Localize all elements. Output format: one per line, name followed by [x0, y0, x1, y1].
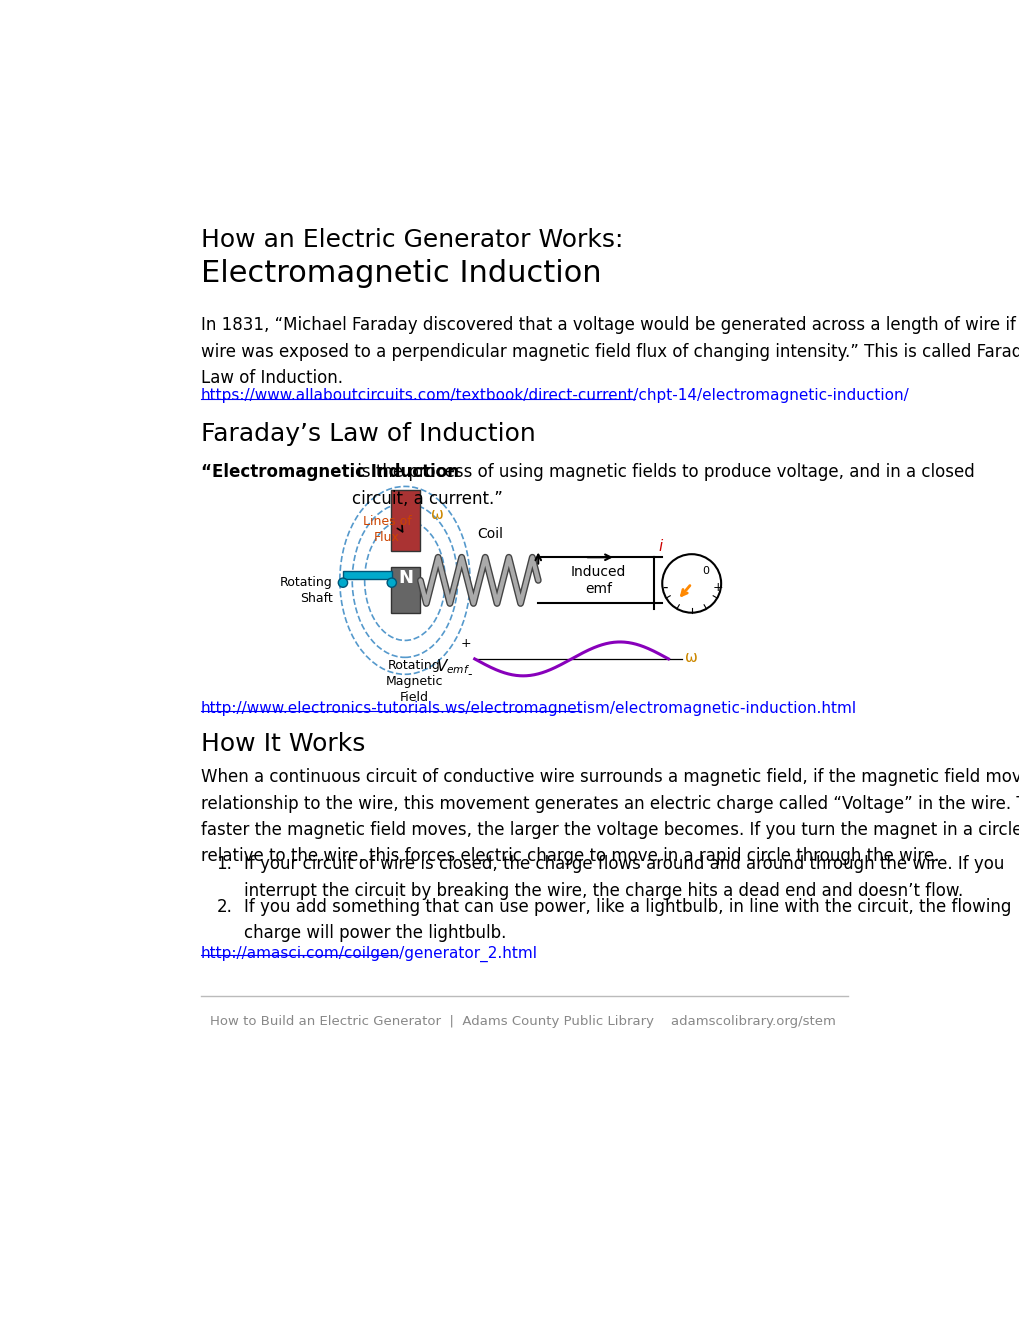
- Text: Rotating
Magnetic
Field: Rotating Magnetic Field: [385, 659, 442, 704]
- Text: “Electromagnetic Induction: “Electromagnetic Induction: [201, 463, 459, 482]
- Text: $V_{emf}$: $V_{emf}$: [435, 657, 470, 676]
- Text: Faraday’s Law of Induction: Faraday’s Law of Induction: [201, 422, 535, 446]
- Text: How to Build an Electric Generator  |  Adams County Public Library    adamscolib: How to Build an Electric Generator | Ada…: [210, 1015, 835, 1028]
- Text: ω: ω: [685, 649, 698, 665]
- Text: If you add something that can use power, like a lightbulb, in line with the circ: If you add something that can use power,…: [244, 898, 1010, 942]
- Text: http://amasci.com/coilgen/generator_2.html: http://amasci.com/coilgen/generator_2.ht…: [201, 945, 538, 961]
- Text: 0: 0: [701, 566, 708, 576]
- Text: How an Electric Generator Works:: How an Electric Generator Works:: [201, 227, 623, 252]
- Text: Induced
emf: Induced emf: [571, 565, 626, 597]
- Text: How It Works: How It Works: [201, 733, 365, 756]
- Text: N: N: [397, 569, 413, 587]
- Text: When a continuous circuit of conductive wire surrounds a magnetic field, if the : When a continuous circuit of conductive …: [201, 768, 1019, 866]
- Text: -: -: [662, 579, 667, 595]
- Circle shape: [387, 578, 396, 587]
- Bar: [342, 572, 391, 579]
- Text: -: -: [467, 668, 471, 681]
- Text: i: i: [657, 539, 662, 554]
- Text: 2.: 2.: [216, 898, 232, 916]
- Text: S: S: [398, 623, 412, 642]
- Text: +: +: [461, 638, 471, 649]
- Text: http://www.electronics-tutorials.ws/electromagnetism/electromagnetic-induction.h: http://www.electronics-tutorials.ws/elec…: [201, 701, 856, 717]
- Circle shape: [338, 578, 347, 587]
- Text: Electromagnetic Induction: Electromagnetic Induction: [201, 259, 601, 288]
- Text: https://www.allaboutcircuits.com/textbook/direct-current/chpt-14/electromagnetic: https://www.allaboutcircuits.com/textboo…: [201, 388, 909, 403]
- Text: Lines of
Flux: Lines of Flux: [363, 515, 411, 544]
- Text: Coil: Coil: [477, 527, 502, 541]
- Text: ω: ω: [431, 507, 443, 521]
- Text: In 1831, “Michael Faraday discovered that a voltage would be generated across a : In 1831, “Michael Faraday discovered tha…: [201, 317, 1019, 387]
- Circle shape: [661, 554, 720, 612]
- Bar: [390, 566, 420, 612]
- Text: Rotating
Shaft: Rotating Shaft: [280, 576, 332, 605]
- Text: If your circuit of wire is closed, the charge flows around and around through th: If your circuit of wire is closed, the c…: [244, 855, 1003, 900]
- Text: +: +: [712, 581, 722, 594]
- Text: 1.: 1.: [216, 855, 232, 874]
- Bar: [390, 490, 420, 552]
- Text: is the process of using magnetic fields to produce voltage, and in a closed
circ: is the process of using magnetic fields …: [352, 463, 974, 508]
